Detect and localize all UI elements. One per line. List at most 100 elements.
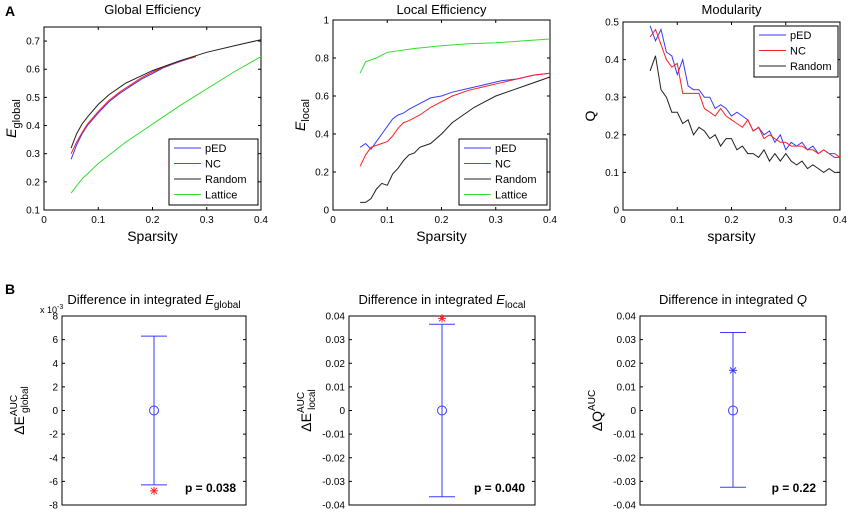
y-axis-label-sup: AUC [9, 395, 20, 416]
y-axis-label-main: E [292, 121, 308, 131]
y-axis-label-main: ΔQ [589, 411, 605, 431]
y-axis-label-main: ΔE [298, 413, 314, 432]
chart-3: 0 0.1 0.2 0.3 0.4 0 0.1 0.2 0.3 0.4 0.5 Modularity s… [582, 2, 847, 244]
y-tick-label: 1 [323, 16, 329, 27]
observed-star-marker [729, 366, 737, 375]
series-line-lattice [359, 38, 551, 74]
observed-star-marker [438, 314, 446, 323]
y-tick-label: 0.2 [605, 130, 619, 141]
chart-title: Difference in integrated Elocal [358, 292, 525, 311]
y-axis-label: Eglobal [3, 99, 23, 138]
mean-marker [149, 405, 159, 416]
title-variable: Q [797, 292, 807, 307]
legend-label: Random [790, 61, 832, 73]
y-tick-label: 0.5 [605, 18, 619, 29]
chart-4: -8 -6 -4 -2 0 2 4 6 8 Difference in integrated Eg… [9, 292, 247, 512]
y-tick-label: 0.1 [605, 168, 619, 179]
y-tick-label: 2 [52, 382, 58, 393]
y-axis-label-sub: global [20, 386, 31, 413]
observed-star-marker [150, 486, 158, 495]
chart-title: Difference in integrated Q [659, 292, 807, 307]
chart-title: Global Efficiency [104, 2, 201, 17]
y-axis-label-main: E [3, 128, 19, 138]
y-tick-label: -8 [49, 501, 58, 512]
axis-exponent: x 10-3 [40, 304, 63, 315]
x-tick-label: 0.1 [380, 215, 394, 226]
y-axis-label-sup: AUC [587, 390, 598, 411]
series-line-nc [649, 28, 841, 158]
star-stroke [438, 315, 446, 322]
y-axis-label-sub: local [300, 99, 312, 122]
y-axis-label-main: Q [582, 110, 598, 121]
y-tick-label: 4 [52, 359, 58, 370]
series-line-random [649, 55, 840, 174]
p-value: p = 0.038 [185, 481, 236, 495]
y-tick-label: 0.01 [326, 382, 346, 393]
legend-label: pED [205, 143, 226, 155]
chart-2: 0 0.1 0.2 0.3 0.4 0 0.2 0.4 0.6 0.8 1 Local Efficie… [292, 2, 557, 244]
y-tick-label: -0.03 [613, 477, 636, 488]
legend-label: Lattice [495, 190, 527, 202]
y-tick-label: -0.01 [613, 430, 636, 441]
series-line-ped [649, 25, 840, 158]
x-tick-label: 0.4 [833, 215, 847, 226]
y-tick-label: 0.4 [315, 130, 329, 141]
y-tick-label: 0.4 [605, 55, 619, 66]
series-line-nc [359, 72, 551, 167]
x-tick-label: 0.4 [543, 215, 557, 226]
legend-label: NC [790, 46, 806, 58]
legend-label: NC [205, 159, 221, 171]
chart-1: 0 0.1 0.2 0.3 0.40.10.20.30.40.50.60.7Global… [3, 2, 268, 244]
title-text: Difference in integrated [358, 292, 496, 307]
x-tick-label: 0.1 [670, 215, 684, 226]
y-tick-label: 0.04 [326, 312, 346, 323]
y-axis-label: ΔEAUCglobal [9, 386, 31, 435]
y-axis-label: ΔQAUC [587, 390, 605, 431]
y-tick-label: 0.3 [605, 93, 619, 104]
y-axis-label-sub: global [11, 99, 23, 128]
y-tick-label: -0.04 [322, 501, 345, 512]
y-tick-label: 0 [323, 206, 329, 217]
legend-label: pED [495, 143, 516, 155]
y-axis-label: ΔEAUClocal [296, 389, 318, 431]
series-line-ped [70, 56, 197, 160]
x-tick-label: 0.3 [489, 215, 503, 226]
y-axis-label-main: ΔE [11, 416, 27, 435]
y-tick-label: -0.04 [613, 501, 636, 512]
y-axis-label: Elocal [292, 99, 312, 131]
title-text: Difference in integrated [67, 292, 205, 307]
legend-label: Random [495, 174, 537, 186]
mean-marker [437, 405, 447, 416]
title-subscript: local [505, 300, 526, 311]
legend-label: Random [205, 174, 247, 186]
x-tick-label: 0.4 [254, 215, 268, 226]
y-tick-label: -0.01 [322, 430, 345, 441]
x-tick-label: 0 [620, 215, 626, 226]
y-tick-label: 8 [52, 312, 58, 323]
y-tick-label: 0 [613, 206, 619, 217]
series-line-ped [359, 72, 551, 150]
y-tick-label: 0 [630, 406, 636, 417]
x-tick-label: 0 [330, 215, 336, 226]
y-tick-label: -6 [49, 477, 58, 488]
y-tick-label: 6 [52, 335, 58, 346]
y-tick-label: 0.2 [26, 177, 40, 188]
y-tick-label: 0.01 [617, 382, 637, 393]
y-tick-label: 0.6 [315, 92, 329, 103]
x-axis-label: sparsity [707, 228, 755, 244]
title-variable: E [496, 292, 505, 307]
x-tick-label: 0 [41, 215, 47, 226]
y-axis-label-sub: local [307, 389, 318, 410]
title-variable: E [205, 292, 214, 307]
axis-exponent-base: x 10 [40, 305, 57, 315]
title-subscript: global [214, 300, 241, 311]
star-stroke [729, 366, 737, 374]
p-value: p = 0.22 [772, 481, 817, 495]
x-tick-label: 0.1 [91, 215, 105, 226]
x-tick-label: 0.2 [146, 215, 160, 226]
y-tick-label: 0.02 [617, 359, 637, 370]
panel-label-a: A [5, 3, 15, 19]
y-tick-label: 0.7 [26, 37, 40, 48]
y-tick-label: 0.6 [26, 65, 40, 76]
